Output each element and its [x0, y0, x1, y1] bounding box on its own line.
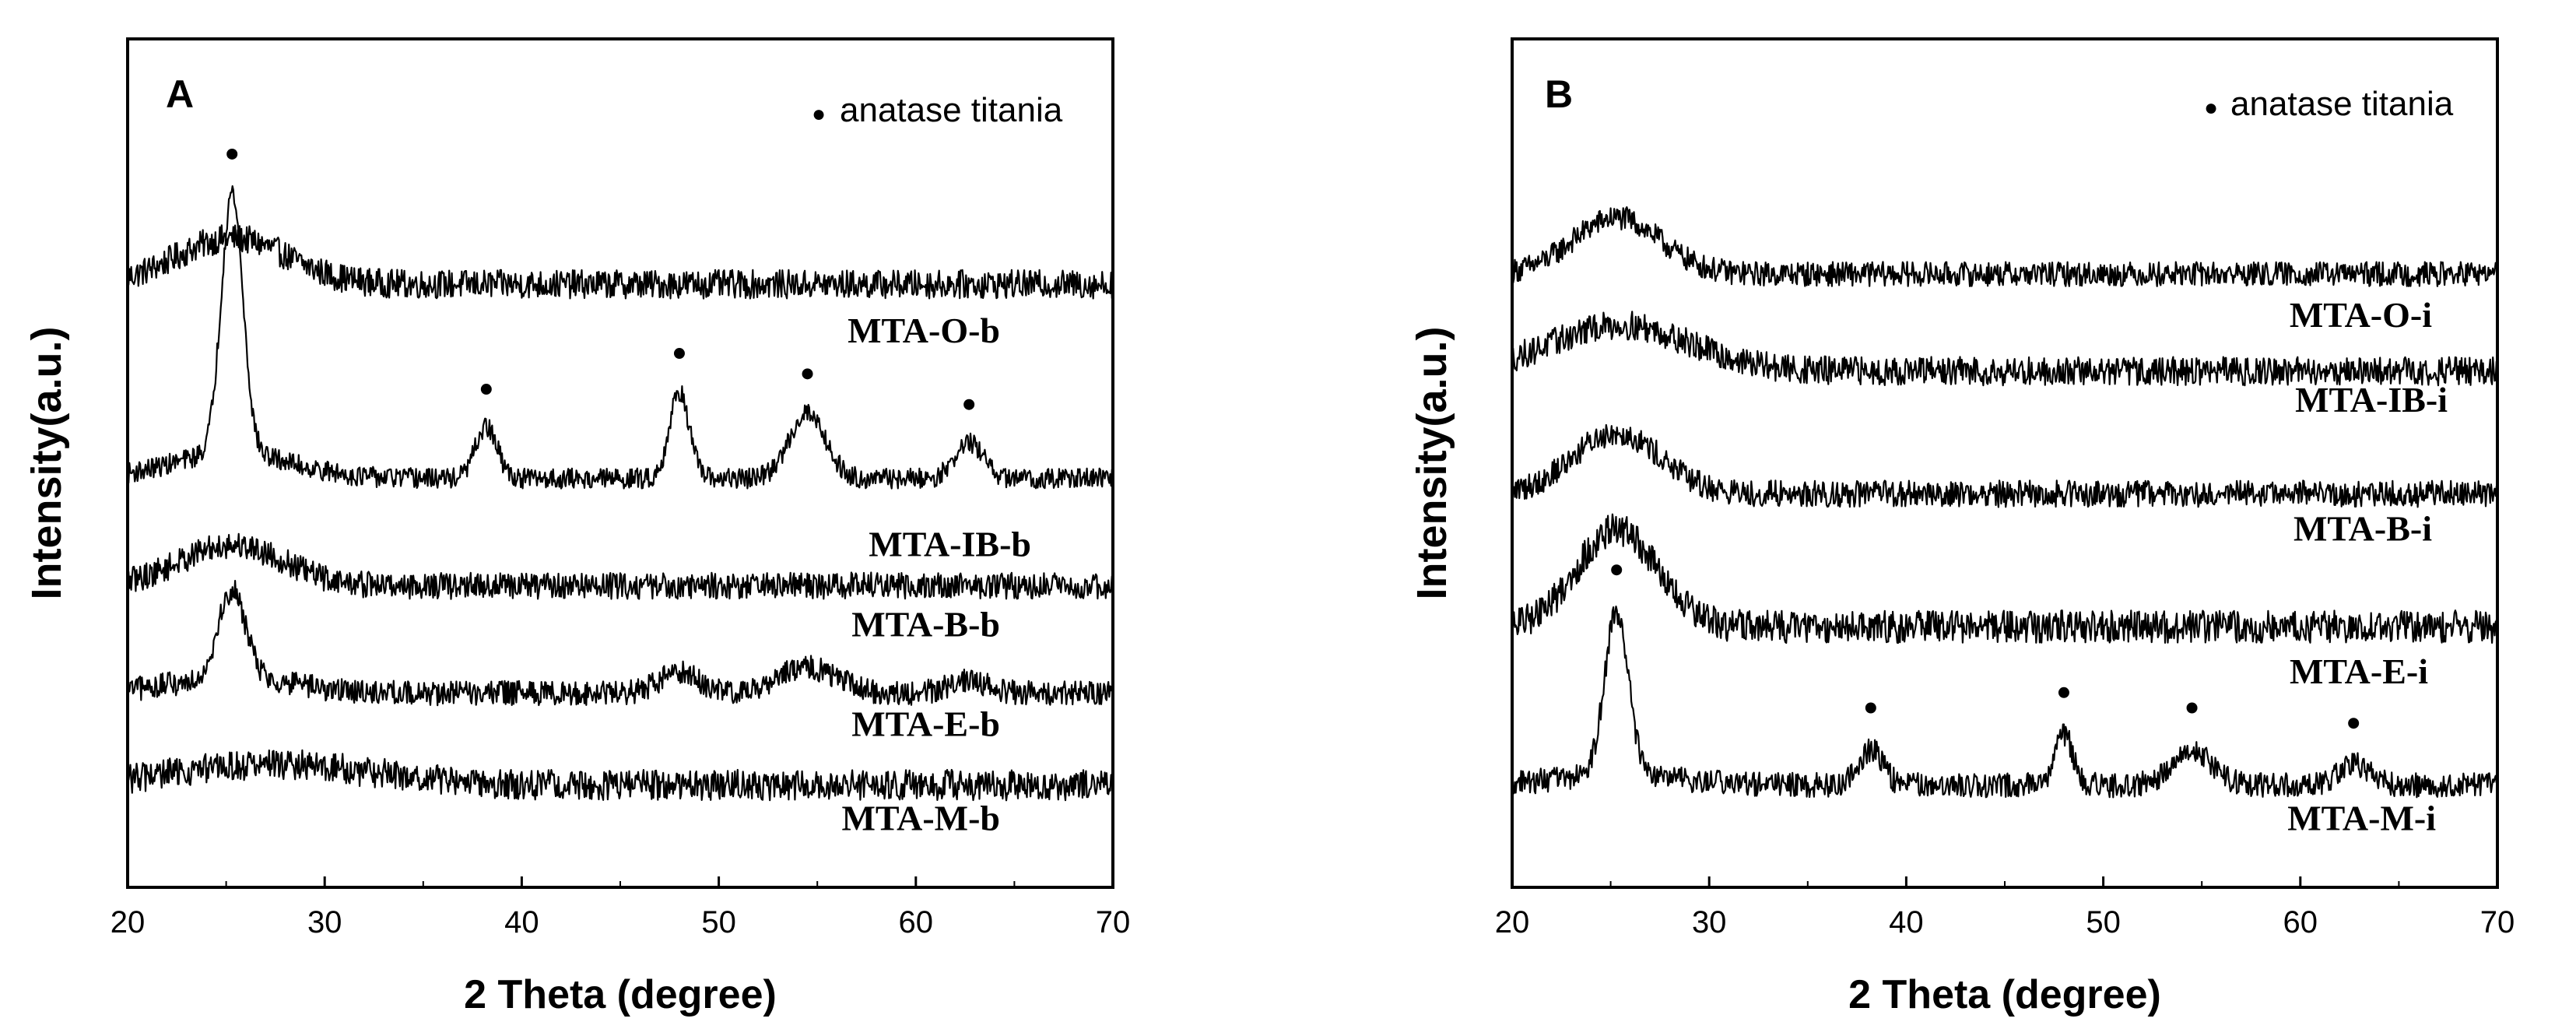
panel-a-trace-labels: MTA-O-b MTA-IB-b MTA-B-b MTA-E-b MTA-M-b	[841, 311, 1031, 838]
x-tick-label: 70	[2480, 905, 2515, 939]
panel-a-legend-marker: ●	[812, 101, 826, 127]
anatase-peak-marker	[2058, 687, 2069, 698]
x-tick-label: 50	[701, 905, 736, 939]
xrd-trace-mta-e-i	[1511, 513, 2499, 644]
panel-a-legend-label: anatase titania	[840, 91, 1063, 129]
panel-b-x-ticks: 20 30 40 50 60 70	[1495, 876, 2515, 939]
x-tick-label: 40	[1889, 905, 1924, 939]
trace-label: MTA-M-b	[841, 799, 1000, 838]
trace-label: MTA-O-b	[848, 311, 1000, 350]
xrd-trace-mta-b-b	[126, 532, 1114, 600]
anatase-peak-marker	[1865, 702, 1876, 714]
panel-b-peak-markers	[1611, 564, 2360, 729]
trace-label: MTA-E-i	[2290, 651, 2428, 691]
panel-a-traces	[126, 185, 1114, 802]
anatase-peak-marker	[673, 348, 685, 360]
panel-a-legend: ● anatase titania	[812, 91, 1063, 129]
anatase-peak-marker	[226, 148, 238, 160]
panel-b-legend-label: anatase titania	[2230, 85, 2454, 123]
panel-a-peak-markers	[226, 148, 975, 410]
trace-label: MTA-M-i	[2287, 799, 2436, 838]
x-tick-label: 40	[504, 905, 539, 939]
panel-a-x-ticks: 20 30 40 50 60 70	[111, 876, 1131, 939]
panel-b-trace-labels: MTA-O-i MTA-IB-i MTA-B-i MTA-E-i MTA-M-i	[2287, 295, 2448, 838]
trace-label: MTA-E-b	[851, 704, 1000, 743]
x-tick-label: 30	[307, 905, 342, 939]
x-tick-label: 20	[111, 905, 146, 939]
xrd-trace-mta-ib-i	[1511, 311, 2499, 387]
x-tick-label: 60	[2283, 905, 2318, 939]
panel-b-chart: B Intensity(a.u.) 2 Theta (degree) ● ana…	[1409, 37, 2515, 1017]
panel-a-xlabel: 2 Theta (degree)	[464, 972, 777, 1017]
x-tick-label: 60	[899, 905, 934, 939]
panel-b-letter: B	[1545, 72, 1573, 116]
anatase-peak-marker	[2348, 718, 2360, 729]
anatase-peak-marker	[802, 368, 813, 380]
panel-a-letter: A	[166, 72, 194, 116]
trace-label: MTA-IB-b	[869, 525, 1031, 564]
x-tick-label: 70	[1096, 905, 1131, 939]
x-tick-label: 20	[1495, 905, 1530, 939]
trace-label: MTA-B-b	[851, 605, 1000, 644]
x-tick-label: 30	[1692, 905, 1727, 939]
panel-b-legend: ● anatase titania	[2204, 85, 2454, 123]
anatase-peak-marker	[2186, 702, 2198, 714]
trace-label: MTA-O-i	[2290, 295, 2432, 335]
anatase-peak-marker	[480, 384, 492, 395]
xrd-trace-mta-m-i	[1511, 606, 2499, 799]
anatase-peak-marker	[1611, 564, 1623, 576]
xrd-trace-mta-b-i	[1511, 423, 2499, 508]
trace-label: MTA-B-i	[2293, 508, 2432, 548]
panel-b-legend-marker: ●	[2204, 95, 2218, 121]
xrd-trace-mta-ib-b	[126, 185, 1114, 490]
panel-b-xlabel: 2 Theta (degree)	[1848, 972, 2161, 1017]
xrd-trace-mta-o-b	[126, 224, 1114, 300]
x-tick-label: 50	[2086, 905, 2121, 939]
xrd-trace-mta-m-b	[126, 749, 1114, 802]
trace-label: MTA-IB-i	[2295, 380, 2448, 420]
xrd-trace-mta-o-i	[1511, 206, 2499, 287]
panel-a-ylabel: Intensity(a.u.)	[23, 326, 70, 599]
panel-a-chart: A Intensity(a.u.) 2 Theta (degree) ● ana…	[23, 37, 1131, 1017]
panel-b-ylabel: Intensity(a.u.)	[1409, 326, 1455, 599]
xrd-trace-mta-e-b	[126, 580, 1114, 707]
panel-b-traces	[1511, 206, 2499, 799]
anatase-peak-marker	[963, 399, 975, 410]
